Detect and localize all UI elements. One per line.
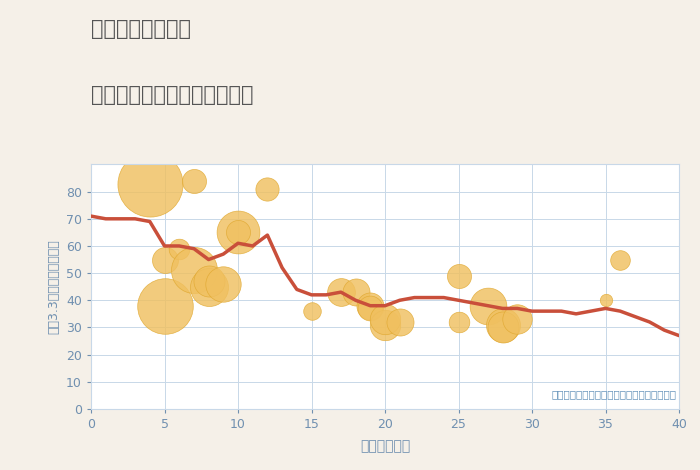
Text: 千葉県野田市清水: 千葉県野田市清水 <box>91 19 191 39</box>
Point <box>365 305 376 312</box>
Point <box>497 324 508 331</box>
Point <box>188 177 199 185</box>
Point <box>203 277 214 285</box>
Point <box>394 318 405 326</box>
Point <box>453 318 464 326</box>
Point <box>497 321 508 329</box>
Point <box>232 228 244 236</box>
Text: 円の大きさは、取引のあった物件面積を示す: 円の大きさは、取引のあった物件面積を示す <box>551 389 676 399</box>
Point <box>218 280 229 288</box>
Point <box>379 321 391 329</box>
Text: 築年数別中古マンション価格: 築年数別中古マンション価格 <box>91 85 253 105</box>
Point <box>365 302 376 309</box>
Point <box>512 315 523 323</box>
Point <box>188 266 199 274</box>
Point <box>159 302 170 309</box>
Point <box>482 302 493 309</box>
X-axis label: 築年数（年）: 築年数（年） <box>360 439 410 453</box>
Point <box>159 256 170 263</box>
Point <box>203 283 214 290</box>
Point <box>453 272 464 280</box>
Point <box>262 185 273 193</box>
Point <box>600 297 611 304</box>
Y-axis label: 平（3.3㎡）単価（万円）: 平（3.3㎡）単価（万円） <box>48 239 60 334</box>
Point <box>306 307 317 315</box>
Point <box>615 256 626 263</box>
Point <box>174 245 185 252</box>
Point <box>335 289 346 296</box>
Point <box>232 228 244 236</box>
Point <box>379 315 391 323</box>
Point <box>144 180 155 187</box>
Point <box>350 289 361 296</box>
